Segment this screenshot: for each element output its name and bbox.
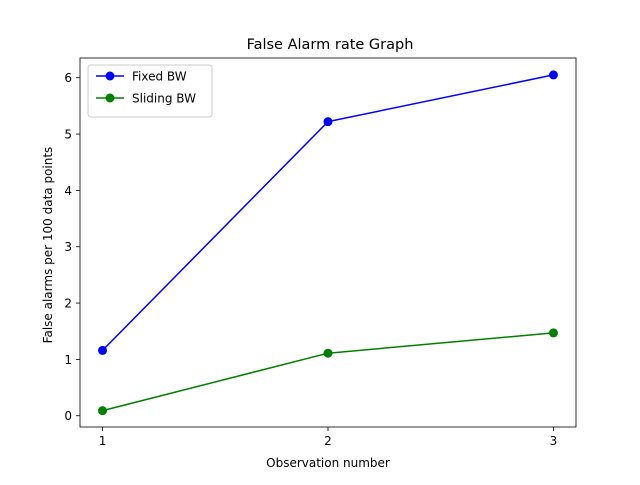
x-tick-label: 1 bbox=[99, 434, 107, 448]
y-axis-label: False alarms per 100 data points bbox=[41, 147, 55, 344]
axes-layer: 1 2 3 0 1 2 3 4 5 6 bbox=[64, 57, 577, 448]
y-tick-label: 1 bbox=[64, 353, 72, 367]
chart-title: False Alarm rate Graph bbox=[247, 37, 414, 53]
legend: Fixed BW Sliding BW bbox=[87, 64, 213, 118]
y-tick-label: 0 bbox=[64, 409, 72, 423]
y-tick-label: 6 bbox=[64, 71, 72, 85]
x-tick-label: 2 bbox=[324, 434, 332, 448]
data-point-sliding-bw-1 bbox=[98, 406, 108, 416]
data-point-fixed-bw-1 bbox=[98, 345, 108, 355]
y-tick-label: 5 bbox=[64, 128, 72, 142]
legend-marker-sliding-bw bbox=[105, 93, 115, 103]
legend-label-fixed-bw: Fixed BW bbox=[132, 70, 187, 84]
data-point-fixed-bw-3 bbox=[548, 70, 558, 80]
legend-box bbox=[87, 64, 213, 118]
x-axis-label: Observation number bbox=[266, 456, 390, 470]
series-layer bbox=[98, 70, 558, 416]
data-point-sliding-bw-3 bbox=[548, 328, 558, 338]
legend-marker-fixed-bw bbox=[105, 71, 115, 81]
data-point-sliding-bw-2 bbox=[323, 348, 333, 358]
data-point-fixed-bw-2 bbox=[323, 117, 333, 127]
y-tick-label: 4 bbox=[64, 184, 72, 198]
y-tick-label: 3 bbox=[64, 240, 72, 254]
y-tick-label: 2 bbox=[64, 297, 72, 311]
x-tick-label: 3 bbox=[550, 434, 558, 448]
legend-label-sliding-bw: Sliding BW bbox=[132, 92, 196, 106]
